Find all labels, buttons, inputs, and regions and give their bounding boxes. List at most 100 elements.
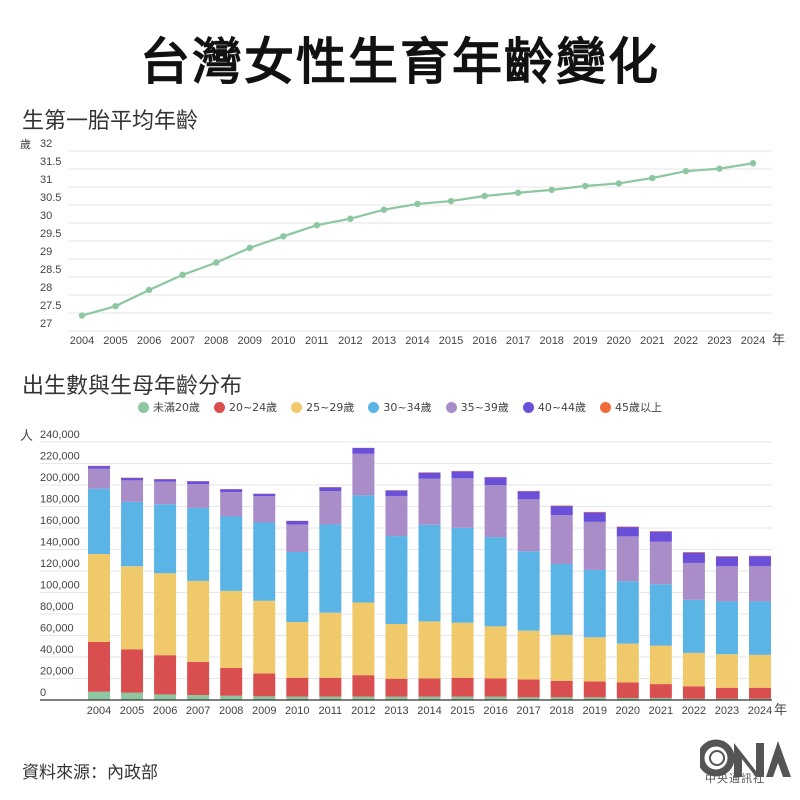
bar-segment [616,536,639,582]
line-x-tick-label: 2004 [70,335,94,347]
line-point [347,215,354,222]
bar-y-tick-label: 40,000 [40,644,74,656]
bar-y-tick-label: 120,000 [40,558,80,570]
bar-x-tick-label: 2005 [120,705,144,717]
bar-segment [121,692,144,700]
bar-segment [385,495,408,537]
bar-segment [253,696,276,700]
line-y-unit-label: 歲 [20,137,31,151]
bar-segment [121,480,144,502]
bar-segment [220,516,243,591]
bar-x-tick-label: 2017 [516,705,540,717]
bar-segment [616,643,639,683]
bar-segment [682,552,705,553]
bar-segment [682,562,705,600]
bar-segment [616,682,639,698]
bar-segment [682,686,705,699]
legend-swatch [368,401,380,413]
bar-segment [583,511,606,513]
bar-x-tick-label: 2011 [319,705,343,717]
bar-y-tick-label: 0 [40,687,46,699]
bar-chart-legend: 未滿20歲 20~24歲 25~29歲 30~34歲 35~39歲 40~44歲 45歲以上 [0,399,800,415]
bar-segment [749,687,771,699]
bar-segment [715,687,738,699]
bar-segment [517,697,540,700]
bar-segment [154,479,177,482]
bar-segment [352,602,375,676]
bar-segment [649,531,672,532]
bar-segment [154,694,177,700]
bar-y-tick-label: 80,000 [40,601,74,613]
line-point [716,165,723,172]
bar-segment [715,566,738,602]
legend-swatch [522,401,534,413]
bar-segment [749,566,771,602]
bar-segment [550,680,573,698]
line-point [380,206,388,213]
line-x-tick-label: 2005 [103,335,127,347]
bar-segment [187,580,210,662]
bar-segment [154,481,177,505]
line-x-tick-label: 2021 [640,335,664,347]
bar-segment [121,478,144,481]
bar-segment [253,673,276,697]
bar-segment [749,601,771,655]
line-x-tick-label: 2019 [573,335,597,347]
bar-segment [418,696,441,700]
bar-segment [484,626,507,679]
line-chart-title: 生第一胎平均年齡 [22,109,199,134]
bar-y-tick-label: 160,000 [40,515,80,527]
bar-segment [385,678,408,697]
bar-segment [286,524,309,552]
bar-y-unit-label: 人 [20,428,33,443]
line-y-tick-label: 30.5 [40,192,61,204]
line-point [548,186,555,194]
line-point [414,200,421,208]
bar-x-tick-label: 2007 [186,705,210,717]
bar-segment [385,696,408,700]
bar-x-tick-label: 2006 [153,705,177,717]
bar-segment [121,649,144,693]
bar-segment [451,677,474,697]
bar-x-unit-label: 年 [774,702,787,717]
legend-label: 40~44歲 [537,401,587,414]
bar-segment [319,696,342,700]
legend-item: 35~39歲 [445,399,509,415]
line-point [749,160,757,167]
bar-segment [484,696,507,700]
bar-segment [352,675,375,697]
line-y-tick-label: 30 [40,210,52,222]
bar-chart-title: 出生數與生母年齡分布 [22,374,243,399]
bar-segment [550,564,573,635]
bar-segment [682,652,705,687]
bar-segment [154,655,177,695]
page-title: 台灣女性生育年齡變化 [140,33,660,91]
bar-segment [88,466,110,469]
bar-segment [253,522,276,601]
bar-segment [286,696,309,700]
bar-segment [352,495,375,603]
bar-segment [550,515,573,565]
line-point [280,233,287,240]
line-series [81,162,754,317]
bar-x-tick-label: 2012 [351,705,375,717]
bar-segment [517,630,540,680]
legend-item: 未滿20歲 [137,399,200,415]
bar-y-tick-label: 200,000 [40,472,80,484]
bar-segment [418,472,441,479]
bar-segment [220,489,243,492]
bar-segment [550,634,573,681]
line-y-tick-label: 27 [40,318,52,330]
bar-y-tick-label: 140,000 [40,537,80,549]
line-point [78,312,86,319]
bar-segment [484,485,507,538]
bar-segment [715,601,738,655]
line-y-tick-label: 31.5 [40,156,61,168]
bar-segment [682,552,705,563]
legend-swatch [600,401,612,413]
bar-segment [550,505,573,507]
bar-segment [649,697,672,700]
line-y-tick-label: 27.5 [40,300,61,312]
bar-segment [451,471,474,479]
bar-segment [154,573,177,656]
